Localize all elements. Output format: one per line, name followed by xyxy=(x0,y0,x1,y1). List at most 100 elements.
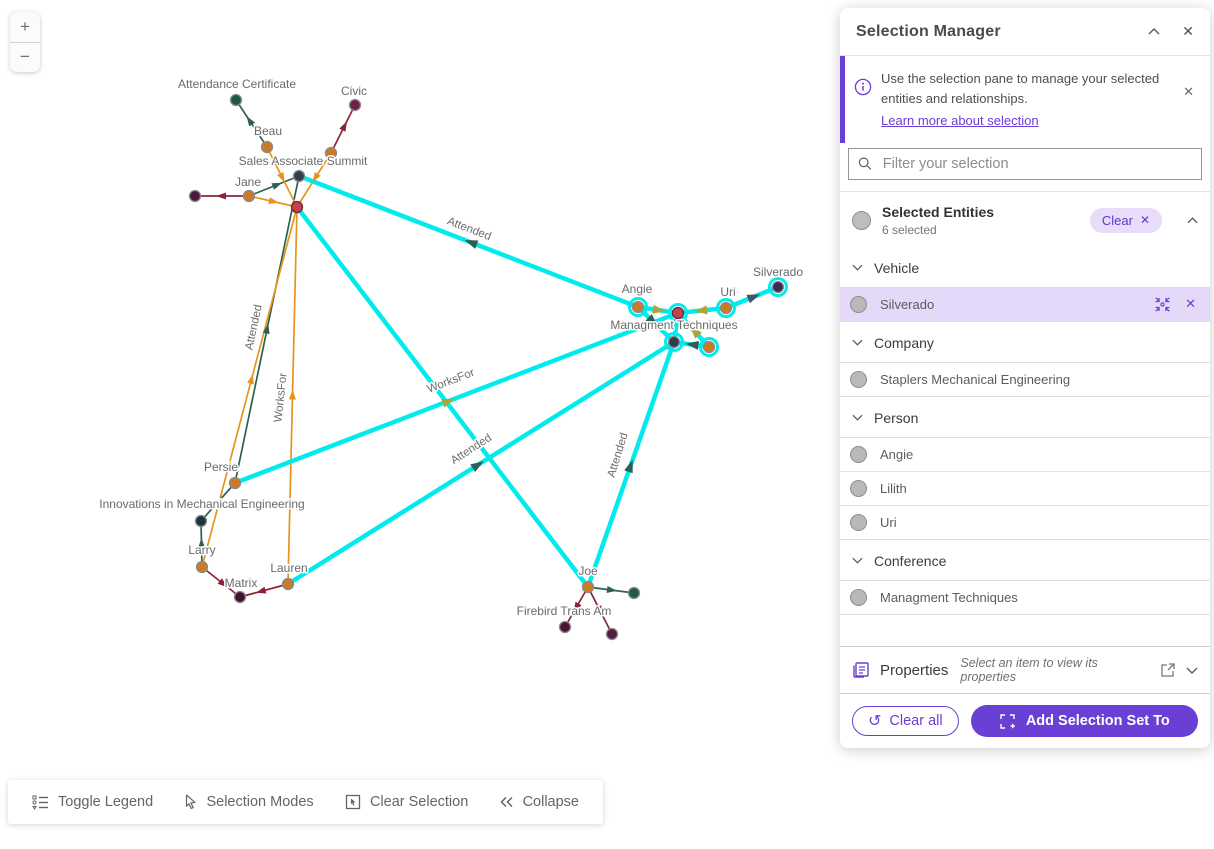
external-link-icon xyxy=(1161,663,1175,677)
arrowhead-icon xyxy=(288,389,296,400)
selection-ring-icon xyxy=(668,303,688,323)
entity-dot-icon xyxy=(850,295,867,313)
arrowhead-icon xyxy=(268,197,279,204)
node-sales-associate-summit[interactable] xyxy=(292,169,306,183)
expand-properties-button[interactable] xyxy=(1186,667,1198,674)
close-icon: ✕ xyxy=(1183,85,1194,100)
panel-header: Selection Manager ✕ xyxy=(840,8,1210,56)
add-selection-set-button[interactable]: Add Selection Set To xyxy=(970,705,1198,737)
collapse-label: Collapse xyxy=(522,794,579,810)
selection-ring-icon xyxy=(716,298,736,318)
arrowhead-icon xyxy=(652,304,666,314)
node-vehicle-2[interactable] xyxy=(188,189,202,203)
node-civic[interactable] xyxy=(348,98,362,112)
legend-icon xyxy=(32,795,48,810)
selected-edge-persie-staplers[interactable] xyxy=(232,310,681,486)
node-lilith[interactable] xyxy=(702,340,716,354)
selection-modes-button[interactable]: Selection Modes xyxy=(184,794,314,810)
list-item-angie[interactable]: Angie xyxy=(840,438,1210,471)
arrowhead-icon xyxy=(624,459,633,474)
node-managment-techniques[interactable] xyxy=(667,335,681,349)
item-label: Managment Techniques xyxy=(880,589,1018,605)
node-persie[interactable] xyxy=(228,476,242,490)
group-header-vehicle[interactable]: Vehicle xyxy=(840,247,1210,287)
arrowhead-icon xyxy=(694,305,708,315)
node-firebird-trans-am[interactable] xyxy=(558,620,572,634)
selection-ring-icon xyxy=(664,332,684,352)
collapse-button[interactable]: Collapse xyxy=(500,794,579,810)
deselect-entity-button[interactable]: ✕ xyxy=(1185,296,1196,312)
node-label: Innovations in Mechanical Engineering xyxy=(99,497,304,511)
group-header-company[interactable]: Company xyxy=(840,322,1210,362)
clear-selection-button[interactable]: Clear Selection xyxy=(345,794,468,810)
list-item-lilith[interactable]: Lilith xyxy=(840,470,1210,505)
open-properties-window-button[interactable] xyxy=(1160,662,1176,678)
learn-more-link[interactable]: Learn more about selection xyxy=(881,113,1039,128)
item-label: Lilith xyxy=(880,480,907,496)
entity-dot-icon xyxy=(850,370,867,388)
arrowhead-icon xyxy=(573,601,582,613)
node-joe[interactable] xyxy=(581,580,595,594)
link-chart-canvas[interactable]: Attendance Certificate Civic Beau Sales Ass… xyxy=(0,0,838,849)
node-uri[interactable] xyxy=(719,301,733,315)
properties-bar[interactable]: Properties Select an item to view its pr… xyxy=(840,646,1210,693)
selected-edge-company-2-joe[interactable] xyxy=(294,204,591,590)
node-vehicle-3[interactable] xyxy=(605,627,619,641)
collapse-panel-button[interactable] xyxy=(1148,28,1160,35)
zoom-out-button[interactable]: − xyxy=(20,47,30,67)
list-item-uri[interactable]: Uri xyxy=(840,504,1210,539)
clear-label: Clear xyxy=(1101,212,1133,228)
group-label: Person xyxy=(874,409,919,426)
node-label: Jane xyxy=(235,175,261,189)
node-label: Firebird Trans Am xyxy=(517,604,612,618)
arrowhead-icon xyxy=(645,314,658,327)
group-header-conference[interactable]: Conference xyxy=(840,540,1210,580)
clear-entities-button[interactable]: Clear ✕ xyxy=(1089,207,1162,233)
node-innovations[interactable] xyxy=(194,514,208,528)
node-silverado[interactable] xyxy=(771,280,785,294)
arrowhead-icon xyxy=(746,294,761,304)
node-company-2[interactable] xyxy=(290,200,304,214)
zoom-in-button[interactable]: + xyxy=(20,16,30,36)
node-person-2[interactable] xyxy=(324,146,338,160)
node-lauren[interactable] xyxy=(281,577,295,591)
selection-ring-icon xyxy=(699,337,719,357)
node-matrix[interactable] xyxy=(233,590,247,604)
node-staplers[interactable] xyxy=(671,306,685,320)
close-panel-button[interactable]: ✕ xyxy=(1182,24,1194,40)
edge-label: WorksFor xyxy=(272,372,289,423)
node-label: Civic xyxy=(341,84,367,98)
list-item-staplers[interactable]: Staplers Mechanical Engineering xyxy=(840,363,1210,396)
toggle-legend-button[interactable]: Toggle Legend xyxy=(32,794,153,810)
arrowhead-icon xyxy=(198,538,206,549)
node-certificate-2[interactable] xyxy=(627,586,641,600)
arrowhead-icon xyxy=(247,374,254,385)
clear-all-button[interactable]: ↺ Clear all xyxy=(852,706,959,736)
node-label: Attendance Certificate xyxy=(178,77,296,91)
entities-dot-icon xyxy=(852,210,871,230)
edge-larry-company-2[interactable] xyxy=(201,206,298,568)
chevron-down-icon xyxy=(852,339,863,346)
selection-modes-label: Selection Modes xyxy=(206,794,314,810)
entity-dot-icon xyxy=(850,588,867,606)
edge-persie-innovations[interactable] xyxy=(200,482,236,522)
dismiss-banner-button[interactable]: ✕ xyxy=(1183,83,1194,101)
arrowhead-icon xyxy=(464,240,479,249)
filter-selection-input[interactable] xyxy=(880,154,1192,173)
node-jane[interactable] xyxy=(242,189,256,203)
panel-footer: ↺ Clear all Add Selection Set To xyxy=(840,693,1210,748)
group-header-person[interactable]: Person xyxy=(840,397,1210,437)
node-larry[interactable] xyxy=(195,560,209,574)
node-attendance-certificate[interactable] xyxy=(229,93,243,107)
info-icon xyxy=(854,78,872,96)
zoom-to-entity-icon[interactable] xyxy=(1154,296,1171,313)
list-item-silverado[interactable]: Silverado ✕ xyxy=(840,287,1210,321)
node-angie[interactable] xyxy=(631,300,645,314)
collapse-entities-button[interactable] xyxy=(1187,216,1198,224)
node-beau[interactable] xyxy=(260,140,274,154)
clear-all-label: Clear all xyxy=(889,713,943,729)
selected-entities-header[interactable]: Selected Entities 6 selected Clear ✕ xyxy=(840,190,1210,247)
node-label: Managment Techniques xyxy=(610,318,737,332)
list-item-managment-techniques[interactable]: Managment Techniques xyxy=(840,581,1210,614)
arrowhead-icon xyxy=(470,461,484,472)
